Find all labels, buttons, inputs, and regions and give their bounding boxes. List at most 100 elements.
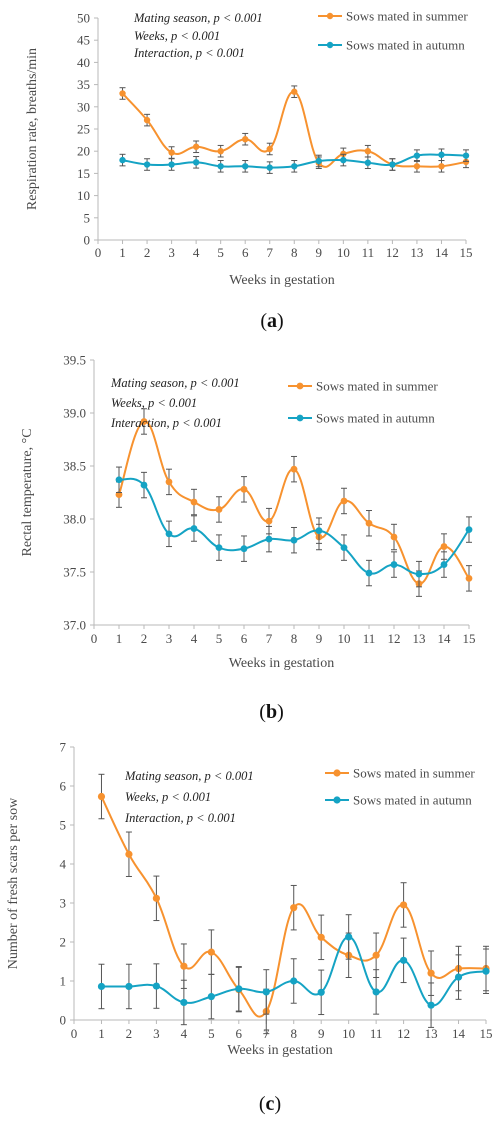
data-point [291, 163, 298, 170]
y-axis-label: Rectal temperature, °C [20, 428, 35, 556]
data-point [140, 481, 148, 489]
stats-annotation: Interaction, p < 0.001 [124, 811, 236, 825]
legend-label: Sows mated in autumn [316, 411, 435, 426]
x-tick-label: 0 [95, 245, 102, 260]
data-point [413, 163, 421, 170]
data-point [152, 982, 160, 990]
data-point [400, 901, 408, 909]
y-tick-label: 37.0 [63, 618, 86, 633]
y-tick-label: 20 [77, 144, 90, 159]
x-tick-label: 2 [141, 631, 148, 646]
x-tick-label: 6 [241, 631, 248, 646]
panel-label: (a) [260, 310, 283, 332]
data-point [372, 951, 380, 959]
data-point [265, 517, 273, 525]
x-tick-label: 15 [480, 1026, 493, 1041]
y-tick-label: 40 [77, 55, 90, 70]
y-tick-label: 50 [77, 11, 90, 26]
x-tick-label: 4 [181, 1026, 188, 1041]
data-point [427, 1001, 435, 1009]
data-point [438, 163, 445, 170]
y-tick-label: 2 [60, 935, 67, 950]
data-point [482, 967, 490, 975]
x-tick-label: 9 [316, 245, 323, 260]
y-tick-label: 35 [77, 77, 90, 92]
data-point [217, 148, 224, 155]
legend-item-autumn: Sows mated in autumn [318, 38, 465, 53]
x-tick-label: 5 [208, 1026, 215, 1041]
x-tick-label: 13 [425, 1026, 438, 1041]
x-tick-label: 3 [168, 245, 175, 260]
x-tick-label: 6 [236, 1026, 243, 1041]
x-tick-label: 4 [191, 631, 198, 646]
data-point [215, 506, 223, 513]
data-point [440, 543, 448, 550]
y-tick-label: 1 [60, 974, 67, 989]
data-point [365, 519, 373, 527]
y-tick-label: 25 [77, 122, 90, 137]
y-tick-label: 6 [60, 779, 67, 794]
x-tick-label: 11 [370, 1026, 383, 1041]
data-point [240, 485, 248, 493]
data-point [413, 152, 421, 159]
data-point [372, 988, 380, 996]
x-tick-label: 2 [144, 245, 151, 260]
x-axis-label: Weeks in gestation [227, 1043, 332, 1058]
data-point [315, 527, 323, 535]
x-tick-label: 10 [342, 1026, 355, 1041]
x-tick-label: 12 [388, 631, 401, 646]
y-tick-label: 0 [60, 1013, 67, 1028]
x-tick-label: 1 [116, 631, 123, 646]
x-tick-label: 4 [193, 245, 200, 260]
stats-annotation: Weeks, p < 0.001 [134, 29, 220, 43]
y-tick-label: 3 [60, 896, 67, 911]
data-point [125, 982, 133, 991]
x-tick-label: 11 [362, 245, 375, 260]
x-tick-label: 10 [338, 631, 351, 646]
data-point [440, 561, 448, 568]
stats-annotation: Mating season, p < 0.001 [133, 11, 263, 25]
legend-item-autumn: Sows mated in autumn [325, 793, 472, 808]
legend-item-autumn: Sows mated in autumn [288, 411, 435, 426]
data-point [115, 476, 123, 484]
data-point [143, 116, 151, 124]
data-point [190, 525, 198, 532]
x-tick-label: 1 [119, 245, 126, 260]
stats-annotation: Interaction, p < 0.001 [110, 416, 222, 430]
legend-item-summer: Sows mated in summer [325, 766, 475, 781]
y-tick-label: 4 [60, 857, 67, 872]
data-point [143, 161, 151, 168]
y-tick-label: 15 [77, 166, 90, 181]
stats-annotation: Interaction, p < 0.001 [133, 46, 245, 60]
data-point [192, 159, 200, 166]
data-point [317, 933, 325, 941]
y-tick-label: 7 [60, 740, 67, 755]
data-point [180, 998, 188, 1007]
data-point [340, 544, 348, 552]
data-point [364, 148, 372, 155]
data-point [140, 418, 148, 425]
data-point [242, 136, 249, 143]
y-axis-label: Respiration rate, breaths/min [25, 48, 40, 210]
stats-annotation: Weeks, p < 0.001 [111, 396, 197, 410]
y-tick-label: 0 [84, 233, 91, 248]
data-point [389, 161, 396, 168]
y-axis-label: Number of fresh scars per sow [6, 797, 21, 969]
x-tick-label: 0 [91, 631, 98, 646]
series-autumn [115, 466, 473, 588]
x-tick-label: 8 [290, 1026, 297, 1041]
data-point [152, 894, 160, 902]
data-point [235, 985, 243, 993]
data-point [190, 498, 198, 506]
x-tick-label: 14 [435, 245, 449, 260]
x-tick-label: 0 [71, 1026, 78, 1041]
y-tick-label: 38.5 [63, 459, 86, 474]
x-tick-label: 12 [386, 245, 399, 260]
x-tick-label: 9 [316, 631, 323, 646]
data-point [266, 145, 273, 153]
data-point [290, 465, 298, 473]
data-point [390, 561, 398, 568]
data-point [465, 526, 473, 533]
x-tick-label: 9 [318, 1026, 325, 1041]
